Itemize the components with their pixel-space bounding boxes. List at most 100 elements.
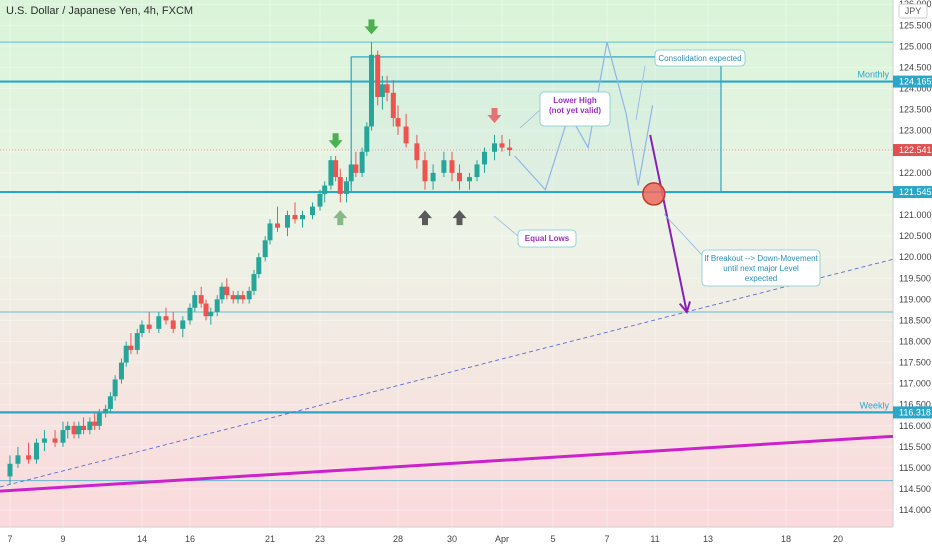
candle-body <box>41 438 47 443</box>
y-tick-label: 120.500 <box>899 231 932 241</box>
y-tick-label: 114.500 <box>899 484 931 494</box>
candle-body <box>219 286 225 300</box>
y-tick-label: 117.500 <box>899 358 931 368</box>
candle-body <box>52 438 58 443</box>
candle-up <box>467 172 472 190</box>
candle-body <box>128 345 134 350</box>
candle-body <box>65 425 71 431</box>
candle-body <box>368 54 374 127</box>
candle-body <box>449 160 455 173</box>
chart-title: U.S. Dollar / Japanese Yen, 4h, FXCM <box>6 5 193 17</box>
candle-down <box>422 151 428 190</box>
candle-down <box>395 105 401 135</box>
y-tick-label: 123.000 <box>899 126 932 136</box>
candle-up <box>156 311 162 334</box>
candle-up <box>492 134 497 161</box>
candle-up <box>107 392 113 414</box>
candle-body <box>240 295 246 300</box>
candle-up <box>112 375 118 401</box>
y-tick-label: 123.500 <box>899 105 932 115</box>
callout-text: expected <box>745 274 777 283</box>
y-tick-label: 125.000 <box>899 41 932 51</box>
x-tick-label: 5 <box>550 534 555 544</box>
candle-up <box>359 147 365 178</box>
candle-body <box>112 379 118 397</box>
candle-body <box>359 151 365 173</box>
arrow-down-icon <box>328 133 343 149</box>
candle-body <box>310 206 315 216</box>
time-axis[interactable]: 7 9 14 16 21 23 28 30 Apr 5 7 11 13 18 20 <box>7 534 843 544</box>
candle-body <box>348 164 354 182</box>
price-label-bg <box>893 406 932 419</box>
candle-body <box>441 160 447 173</box>
candle-body <box>170 320 176 329</box>
candle-up <box>322 181 328 203</box>
candle-body <box>103 408 109 414</box>
y-tick-label: 117.000 <box>899 379 931 389</box>
x-tick-label: 14 <box>137 534 147 544</box>
candle-body <box>251 274 257 291</box>
candle-body <box>156 316 162 329</box>
candle-down <box>71 421 77 439</box>
candle-body <box>118 362 124 380</box>
arrow-shaft <box>649 134 688 313</box>
candle-up <box>103 404 109 418</box>
candle-up <box>219 282 225 304</box>
x-tick-label: 9 <box>60 534 65 544</box>
candle-body <box>328 160 334 186</box>
x-tick-label: 7 <box>604 534 609 544</box>
price-label-bg <box>893 186 932 199</box>
candle-body <box>214 299 220 312</box>
candle-up <box>379 75 385 110</box>
candle-body <box>322 185 328 194</box>
candle-body <box>60 430 66 443</box>
callout-leader <box>493 215 519 237</box>
candle-down <box>92 413 98 431</box>
callout-leader <box>635 65 646 121</box>
candle-down <box>240 290 246 304</box>
candle-up <box>430 164 436 190</box>
candle-body <box>134 333 140 350</box>
candle-up <box>41 430 47 452</box>
candle-up <box>441 151 447 178</box>
candle-up <box>317 189 323 211</box>
candle-body <box>81 425 87 431</box>
x-tick-label: 18 <box>781 534 791 544</box>
candle-body <box>7 463 13 477</box>
candle-body <box>403 126 409 144</box>
candle-up <box>214 295 220 317</box>
y-tick-label: 124.000 <box>899 84 932 94</box>
arrow-markers <box>328 19 502 226</box>
candle-up <box>87 417 93 435</box>
candle-body <box>275 223 280 228</box>
y-tick-label: 122.000 <box>899 168 932 178</box>
y-tick-label: 118.500 <box>899 315 931 325</box>
candle-up <box>235 290 241 304</box>
candle-down <box>507 139 513 156</box>
currency-label: JPY <box>905 6 922 16</box>
candle-body <box>87 421 93 431</box>
y-tick-label: 125.500 <box>899 20 932 30</box>
candle-body <box>353 164 359 173</box>
candle-up <box>368 42 374 131</box>
candle-up <box>134 328 140 355</box>
callout-text: until next major Level <box>723 264 799 273</box>
candles <box>7 42 513 485</box>
candle-down <box>403 113 409 148</box>
candle-up <box>310 202 315 220</box>
candle-body <box>467 177 472 182</box>
candle-body <box>482 151 487 165</box>
candle-down <box>292 202 298 224</box>
candle-body <box>317 193 323 207</box>
candle-up <box>139 320 145 338</box>
candle-down <box>26 442 32 464</box>
candle-body <box>507 147 513 151</box>
x-tick-label: 20 <box>833 534 843 544</box>
candle-down <box>457 164 462 190</box>
candle-down <box>52 430 58 447</box>
time-axis-background <box>0 527 893 550</box>
candle-up <box>328 155 334 190</box>
candle-down <box>333 155 339 182</box>
